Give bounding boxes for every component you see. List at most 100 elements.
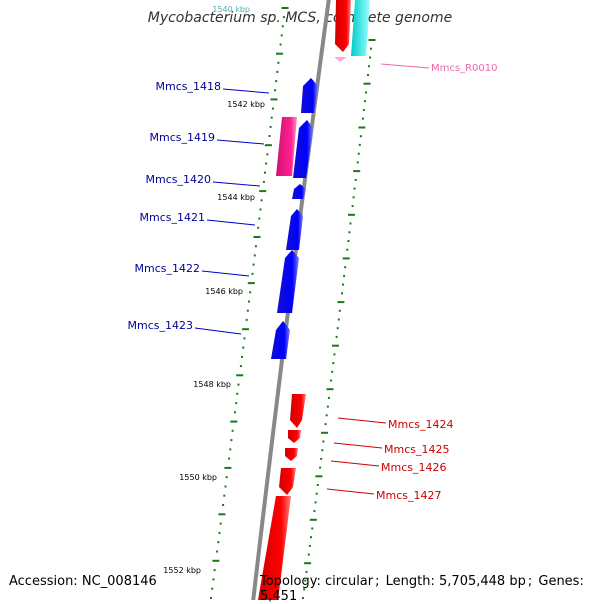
gene-label-mmcs-1422[interactable]: Mmcs_1422 <box>135 262 200 275</box>
minor-tick <box>324 423 327 426</box>
minor-tick <box>260 199 263 202</box>
gene-leader-line <box>333 442 383 449</box>
minor-tick <box>237 383 240 386</box>
gene-label-mmcs-1424[interactable]: Mmcs_1424 <box>388 418 453 431</box>
major-tick <box>358 126 366 129</box>
minor-tick <box>353 187 356 190</box>
ncrna-label[interactable]: Mmcs_R0010 <box>431 63 497 74</box>
minor-tick <box>259 208 262 211</box>
major-tick <box>363 82 371 85</box>
minor-tick <box>242 346 245 349</box>
minor-tick <box>280 34 283 37</box>
minor-tick <box>248 300 250 303</box>
gene-label-mmcs-1425[interactable]: Mmcs_1425 <box>384 443 449 456</box>
gene-arrow-top[interactable] <box>335 0 351 52</box>
minor-tick <box>310 536 312 539</box>
gene-arrow-lower[interactable] <box>258 496 291 600</box>
major-tick <box>212 559 220 562</box>
gene-label-mmcs-1426[interactable]: Mmcs_1426 <box>381 461 446 474</box>
minor-tick <box>211 587 214 590</box>
gene-arrow-mmcs-1423[interactable] <box>271 321 290 359</box>
gene-arrow-mmcs-1425[interactable] <box>288 430 301 443</box>
minor-tick <box>332 362 335 365</box>
gene-leader-line <box>326 488 375 495</box>
gene-label-mmcs-1427[interactable]: Mmcs_1427 <box>376 489 441 502</box>
tick-label: 1550 kbp <box>179 473 217 482</box>
gene-label-mmcs-1418[interactable]: Mmcs_1418 <box>156 80 221 93</box>
minor-tick <box>325 414 328 417</box>
gene-arrow-mmcs-1418[interactable] <box>301 78 318 113</box>
minor-tick <box>344 266 347 269</box>
topology-label: Topology: <box>260 574 321 589</box>
minor-tick <box>343 274 346 277</box>
tick-label: 1540 kbp <box>212 5 250 14</box>
rrna-block[interactable] <box>276 117 297 176</box>
gene-leader-line <box>330 460 380 467</box>
gene-label-mmcs-1423[interactable]: Mmcs_1423 <box>128 319 193 332</box>
gene-arrow-mmcs-1426[interactable] <box>285 448 298 461</box>
tick-label: 1544 kbp <box>217 193 255 202</box>
minor-tick <box>228 457 231 460</box>
minor-tick <box>302 597 304 599</box>
gene-arrow-mmcs-1427[interactable] <box>279 468 296 495</box>
minor-tick <box>352 196 355 199</box>
minor-tick <box>224 485 227 488</box>
gene-arrow-mmcs-1421[interactable] <box>286 209 303 250</box>
minor-tick <box>367 74 369 76</box>
minor-tick <box>361 117 364 120</box>
minor-tick <box>347 240 350 242</box>
minor-tick <box>253 254 256 257</box>
minor-tick <box>219 522 222 525</box>
gene-leader-line <box>337 417 387 424</box>
gene-leader-line <box>201 270 250 277</box>
minor-tick <box>245 318 248 321</box>
minor-tick <box>314 501 317 504</box>
major-tick <box>247 282 255 285</box>
minor-tick <box>358 143 361 146</box>
gene-arrow-mmcs-1420[interactable] <box>292 184 306 199</box>
minor-tick <box>337 318 340 321</box>
minor-tick <box>356 161 359 164</box>
major-tick <box>253 236 261 238</box>
minor-tick <box>322 440 325 443</box>
minor-tick <box>359 135 362 138</box>
minor-tick <box>369 56 371 59</box>
gene-label-mmcs-1421[interactable]: Mmcs_1421 <box>140 211 205 224</box>
gene-label-mmcs-1419[interactable]: Mmcs_1419 <box>150 131 215 144</box>
major-tick <box>230 420 238 423</box>
minor-tick <box>304 579 307 582</box>
gene-label-mmcs-1420[interactable]: Mmcs_1420 <box>146 173 211 186</box>
major-tick <box>236 374 244 377</box>
minor-tick <box>365 91 367 94</box>
major-tick <box>353 170 361 173</box>
minor-tick <box>327 396 330 399</box>
minor-tick <box>217 541 220 544</box>
gene-arrow-mmcs-1422[interactable] <box>277 250 299 313</box>
major-tick <box>326 388 334 391</box>
trna-block[interactable] <box>351 0 370 56</box>
minor-tick <box>271 107 274 110</box>
minor-tick <box>270 116 273 119</box>
tick-label: 1548 kbp <box>193 380 231 389</box>
minor-tick <box>351 205 354 208</box>
minor-tick <box>368 65 370 68</box>
minor-tick <box>213 569 216 572</box>
minor-tick <box>275 80 278 83</box>
minor-tick <box>229 448 232 451</box>
minor-tick <box>257 226 260 229</box>
gene-arrow-mmcs-1424[interactable] <box>290 394 306 428</box>
ncrna-marker[interactable] <box>334 57 347 62</box>
minor-tick <box>262 180 265 183</box>
minor-tick <box>303 588 306 591</box>
gene-leader-line <box>206 219 256 226</box>
tick-track-inner <box>302 39 376 599</box>
length-label: Length: <box>385 574 435 589</box>
minor-tick <box>336 327 339 330</box>
minor-tick <box>258 217 261 220</box>
gene-leader-line <box>212 181 261 187</box>
major-tick <box>315 475 323 478</box>
minor-tick <box>223 494 226 497</box>
gene-arrow-mmcs-1419[interactable] <box>293 120 313 178</box>
minor-tick <box>348 231 351 234</box>
minor-tick <box>282 16 285 19</box>
